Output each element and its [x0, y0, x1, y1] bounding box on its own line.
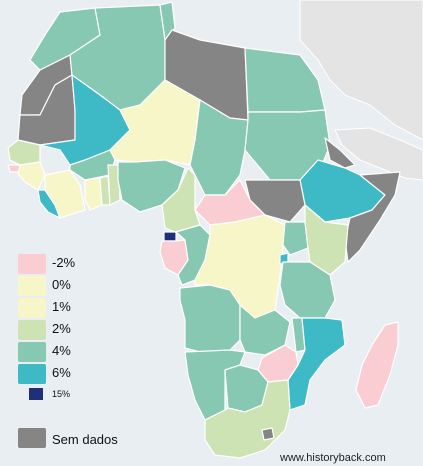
legend-swatch — [18, 254, 46, 274]
legend-item: 0% — [18, 274, 98, 296]
legend-swatch-no-data — [18, 428, 46, 448]
country-cote-divoire — [44, 169, 86, 219]
legend-item: -2% — [18, 252, 98, 274]
legend-item: 4% — [18, 340, 98, 362]
country-namibia — [184, 349, 246, 421]
country-congo — [175, 224, 211, 286]
source-credit: www.historyback.com — [280, 452, 386, 464]
country-uganda — [282, 221, 309, 256]
country-madagascar — [355, 321, 399, 409]
country-mozambique — [287, 317, 346, 411]
legend-item-no-data: Sem dados — [18, 428, 158, 450]
country-somalia — [344, 171, 401, 263]
legend-label: 2% — [52, 321, 71, 336]
country-egypt — [244, 47, 326, 113]
country-benin — [107, 164, 121, 206]
legend: -2% 0% 1% 2% 4% 6% 15% — [18, 252, 98, 406]
legend-swatch — [18, 364, 46, 384]
country-senegal — [7, 139, 41, 166]
country-niger — [109, 79, 201, 166]
legend-label: 1% — [52, 299, 71, 314]
legend-swatch — [18, 342, 46, 362]
legend-label: -2% — [52, 255, 76, 270]
legend-swatch — [18, 276, 46, 296]
country-equatorial-guinea — [163, 231, 177, 242]
country-angola — [179, 284, 241, 353]
legend-swatch — [18, 298, 46, 318]
country-ghana — [84, 177, 103, 211]
legend-label: 4% — [52, 343, 71, 358]
legend-label-special: 15% — [52, 389, 71, 399]
legend-label-no-data: Sem dados — [52, 432, 118, 447]
legend-label: 0% — [52, 277, 71, 292]
country-cameroon — [161, 167, 201, 233]
legend-item: 6% — [18, 362, 98, 384]
legend-item: 2% — [18, 318, 98, 340]
legend-item: 1% — [18, 296, 98, 318]
legend-swatch-special — [29, 388, 43, 400]
legend-label: 6% — [52, 365, 71, 380]
legend-swatch — [18, 320, 46, 340]
other-land-europe — [299, 0, 423, 141]
country-guinea — [17, 161, 46, 191]
country-eritrea — [324, 137, 356, 169]
country-lesotho — [261, 427, 275, 441]
other-land-arabia — [334, 127, 423, 181]
legend-item-special: 15% — [18, 384, 98, 406]
